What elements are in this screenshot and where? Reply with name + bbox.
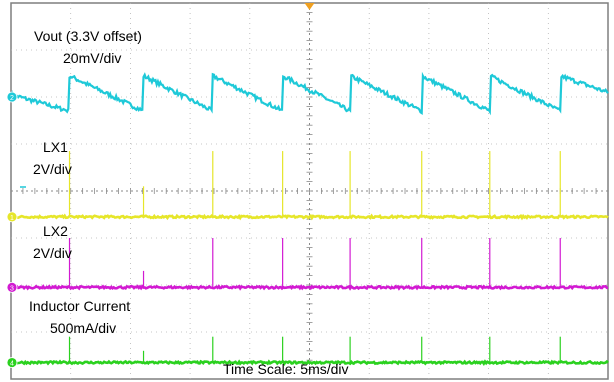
traces — [9, 71, 609, 366]
inductor-current-scale: 500mA/div — [50, 320, 117, 336]
channel-marker-inductor-current — [6, 357, 18, 368]
lx2-scale: 2V/div — [33, 245, 72, 261]
channel-marker-label: 1 — [10, 215, 14, 222]
trace-lx1-baseline — [10, 213, 609, 221]
lx1-title: LX1 — [43, 139, 68, 155]
vout-scale: 20mV/div — [63, 50, 122, 66]
trace-lx2-baseline — [10, 284, 609, 291]
channel-marker-vout — [6, 91, 18, 103]
channel-marker-lx1 — [6, 211, 18, 223]
vout-title: Vout (3.3V offset) — [34, 28, 142, 44]
lx1-scale: 2V/div — [33, 161, 72, 177]
time-scale-label: Time Scale: 5ms/div — [223, 361, 349, 377]
trace-inductor-current-baseline — [10, 359, 609, 366]
lx2-title: LX2 — [43, 223, 68, 239]
grid — [11, 3, 608, 379]
channel-marker-lx2 — [6, 281, 18, 293]
channel-marker-label: 2 — [10, 95, 14, 102]
trace-vout — [9, 71, 609, 116]
inductor-current-title: Inductor Current — [29, 298, 131, 314]
channel-markers: 2 1 3 4 — [6, 91, 26, 368]
channel-marker-label: 4 — [10, 361, 14, 368]
trigger-marker — [304, 3, 315, 10]
channel-marker-label: 3 — [10, 285, 14, 292]
